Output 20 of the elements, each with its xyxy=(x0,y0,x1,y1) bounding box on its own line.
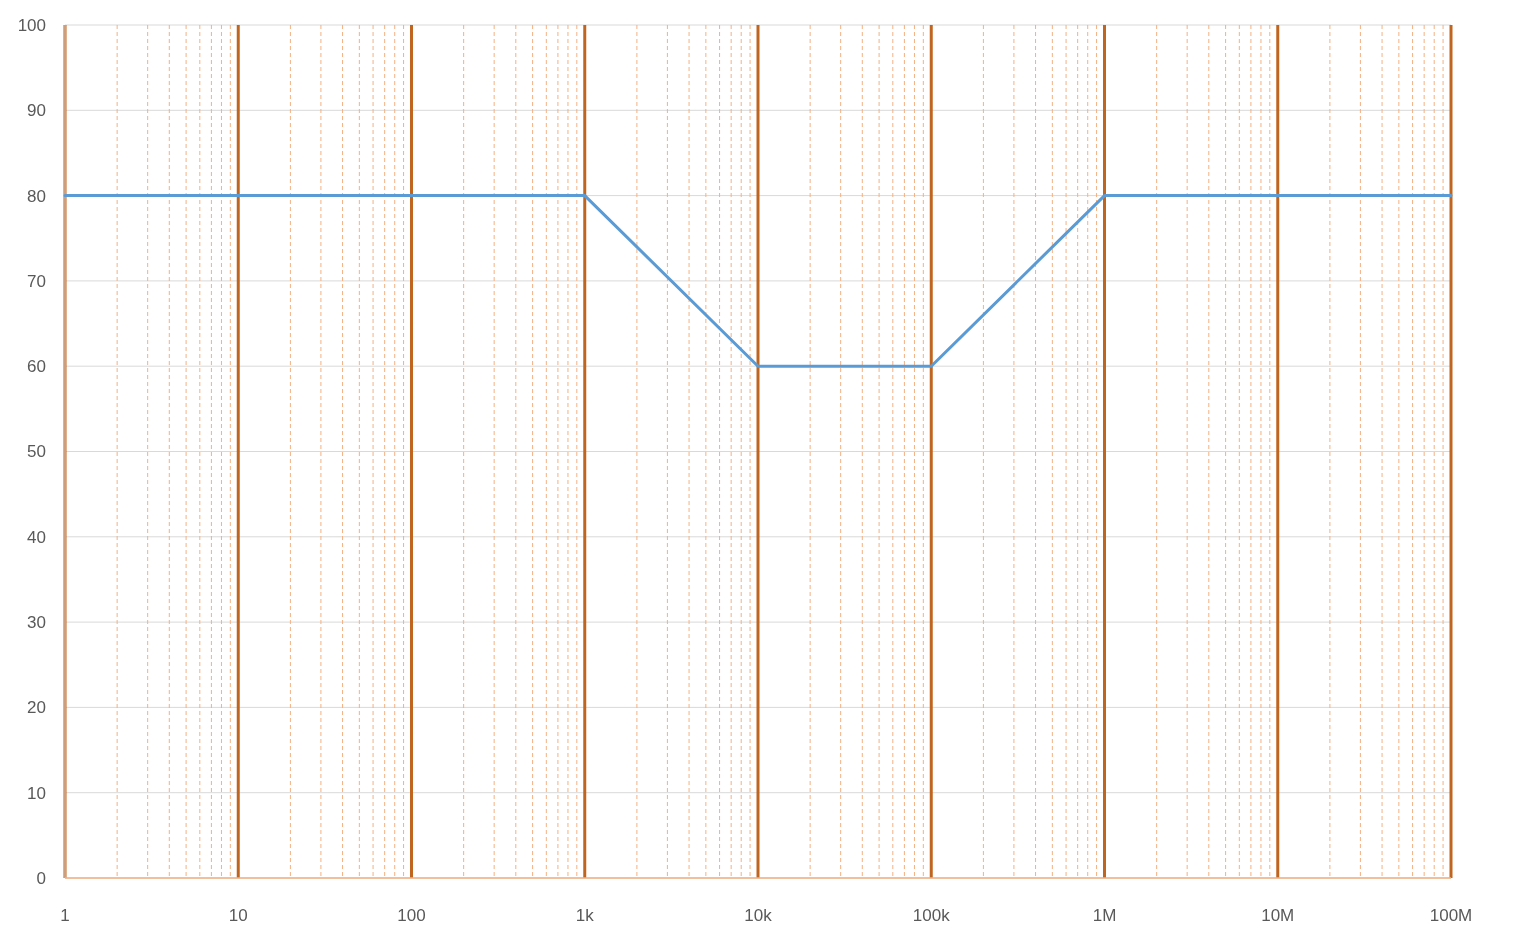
x-tick-label: 1M xyxy=(1092,906,1117,925)
x-tick-label: 10 xyxy=(228,906,248,925)
x-tick-label: 100 xyxy=(397,906,426,925)
y-tick-label: 80 xyxy=(27,186,46,206)
y-tick-label: 0 xyxy=(36,868,46,888)
x-tick-label: 1k xyxy=(575,906,595,925)
y-tick-label: 90 xyxy=(27,101,46,121)
x-tick-label: 100M xyxy=(1429,906,1473,925)
x-tick-label: 10M xyxy=(1261,906,1295,925)
x-tick-label: 10k xyxy=(744,906,773,925)
y-tick-label: 100 xyxy=(17,15,46,35)
x-tick-label: 1 xyxy=(60,906,70,925)
y-tick-label: 50 xyxy=(27,442,46,462)
y-tick-label: 70 xyxy=(27,271,46,291)
y-tick-label: 60 xyxy=(27,357,46,377)
y-tick-label: 10 xyxy=(27,783,46,803)
y-tick-label: 20 xyxy=(27,698,46,718)
y-tick-label: 40 xyxy=(27,527,46,547)
x-tick-label: 100k xyxy=(912,906,951,925)
y-tick-label: 30 xyxy=(27,613,46,633)
